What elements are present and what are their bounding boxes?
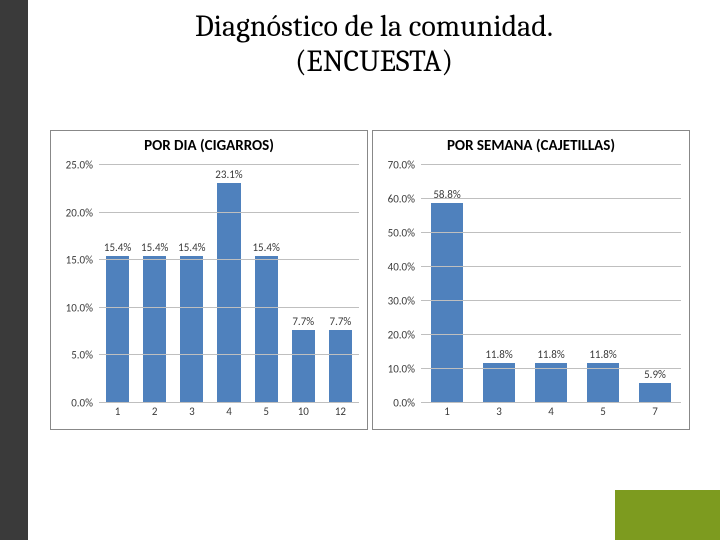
chart-left-bars: 15.4% 15.4% 15.4% 23.1% 15.4% 7.7% 7.7% bbox=[99, 165, 359, 403]
left-sidebar bbox=[0, 0, 28, 540]
y-tick-label: 20.0% bbox=[388, 329, 415, 342]
y-tick-label: 20.0% bbox=[66, 206, 93, 219]
y-tick-label: 60.0% bbox=[388, 193, 415, 206]
bar-slot: 15.4% bbox=[136, 165, 173, 403]
chart-left-title: POR DIA (CIGARROS) bbox=[51, 131, 367, 157]
chart-left-plot: 15.4% 15.4% 15.4% 23.1% 15.4% 7.7% 7.7% bbox=[99, 165, 359, 403]
bar bbox=[255, 256, 278, 403]
bar bbox=[217, 183, 240, 403]
x-tick-label: 1 bbox=[421, 405, 473, 423]
chart-right-x-labels: 13457 bbox=[421, 405, 681, 423]
bar bbox=[143, 256, 166, 403]
grid-line bbox=[421, 198, 681, 199]
bar-slot: 7.7% bbox=[285, 165, 322, 403]
grid-line bbox=[99, 212, 359, 213]
charts-row: POR DIA (CIGARROS) 0.0%5.0%10.0%15.0%20.… bbox=[50, 130, 690, 430]
chart-right-title: POR SEMANA (CAJETILLAS) bbox=[373, 131, 689, 157]
bar-value-label: 11.8% bbox=[537, 348, 564, 361]
grid-line bbox=[99, 307, 359, 308]
bar-value-label: 11.8% bbox=[589, 348, 616, 361]
bar bbox=[639, 383, 671, 403]
bar-value-label: 7.7% bbox=[292, 315, 314, 328]
grid-line bbox=[421, 164, 681, 165]
bar-value-label: 15.4% bbox=[141, 241, 168, 254]
bar-slot: 15.4% bbox=[99, 165, 136, 403]
bar-value-label: 11.8% bbox=[485, 348, 512, 361]
y-tick-label: 70.0% bbox=[388, 159, 415, 172]
grid-line bbox=[99, 164, 359, 165]
grid-line bbox=[421, 334, 681, 335]
chart-left-y-axis: 0.0%5.0%10.0%15.0%20.0%25.0% bbox=[51, 165, 97, 403]
chart-left: POR DIA (CIGARROS) 0.0% 5.0% 10.0% 15.0% 20.… bbox=[50, 130, 368, 430]
bar-slot: 15.4% bbox=[173, 165, 210, 403]
y-tick-label: 0.0% bbox=[71, 397, 93, 410]
bar-value-label: 15.4% bbox=[104, 241, 131, 254]
grid-line bbox=[421, 232, 681, 233]
grid-line bbox=[99, 402, 359, 403]
bar-value-label: 15.4% bbox=[252, 241, 279, 254]
chart-right-y-axis: 0.0%10.0%20.0%30.0%40.0%50.0%60.0%70.0% bbox=[373, 165, 419, 403]
bar bbox=[180, 256, 203, 403]
bar-value-label: 7.7% bbox=[330, 315, 352, 328]
bar-value-label: 23.1% bbox=[215, 168, 242, 181]
grid-line bbox=[421, 300, 681, 301]
bar bbox=[431, 203, 463, 403]
title-line-2: (ENCUESTA) bbox=[28, 45, 720, 80]
y-tick-label: 25.0% bbox=[66, 159, 93, 172]
grid-line bbox=[421, 266, 681, 267]
bar-value-label: 58.8% bbox=[433, 188, 460, 201]
x-tick-label: 2 bbox=[136, 405, 173, 423]
grid-line bbox=[99, 354, 359, 355]
bar-slot: 15.4% bbox=[248, 165, 285, 403]
title-line-1: Diagnóstico de la comunidad. bbox=[28, 10, 720, 45]
bar-slot: 7.7% bbox=[322, 165, 359, 403]
x-tick-label: 7 bbox=[629, 405, 681, 423]
grid-line bbox=[421, 402, 681, 403]
x-tick-label: 5 bbox=[248, 405, 285, 423]
y-tick-label: 50.0% bbox=[388, 227, 415, 240]
y-tick-label: 5.0% bbox=[71, 349, 93, 362]
bar-value-label: 5.9% bbox=[644, 368, 666, 381]
chart-left-x-labels: 123451012 bbox=[99, 405, 359, 423]
x-tick-label: 12 bbox=[322, 405, 359, 423]
y-tick-label: 40.0% bbox=[388, 261, 415, 274]
bar bbox=[106, 256, 129, 403]
y-tick-label: 10.0% bbox=[66, 301, 93, 314]
y-tick-label: 10.0% bbox=[388, 363, 415, 376]
bar bbox=[329, 330, 352, 403]
x-tick-label: 4 bbox=[525, 405, 577, 423]
x-tick-label: 10 bbox=[285, 405, 322, 423]
bar-slot: 23.1% bbox=[210, 165, 247, 403]
y-tick-label: 0.0% bbox=[393, 397, 415, 410]
chart-right-plot: 58.8% 11.8% 11.8% 11.8% 5.9% bbox=[421, 165, 681, 403]
grid-line bbox=[99, 259, 359, 260]
x-tick-label: 1 bbox=[99, 405, 136, 423]
bar bbox=[292, 330, 315, 403]
chart-right: POR SEMANA (CAJETILLAS) 0.0% 10.0% 20.0% 30… bbox=[372, 130, 690, 430]
x-tick-label: 3 bbox=[173, 405, 210, 423]
x-tick-label: 5 bbox=[577, 405, 629, 423]
bar-value-label: 15.4% bbox=[178, 241, 205, 254]
y-tick-label: 30.0% bbox=[388, 295, 415, 308]
grid-line bbox=[421, 368, 681, 369]
page-title: Diagnóstico de la comunidad. (ENCUESTA) bbox=[28, 10, 720, 79]
y-tick-label: 15.0% bbox=[66, 254, 93, 267]
x-tick-label: 4 bbox=[210, 405, 247, 423]
x-tick-label: 3 bbox=[473, 405, 525, 423]
corner-accent bbox=[615, 490, 720, 540]
